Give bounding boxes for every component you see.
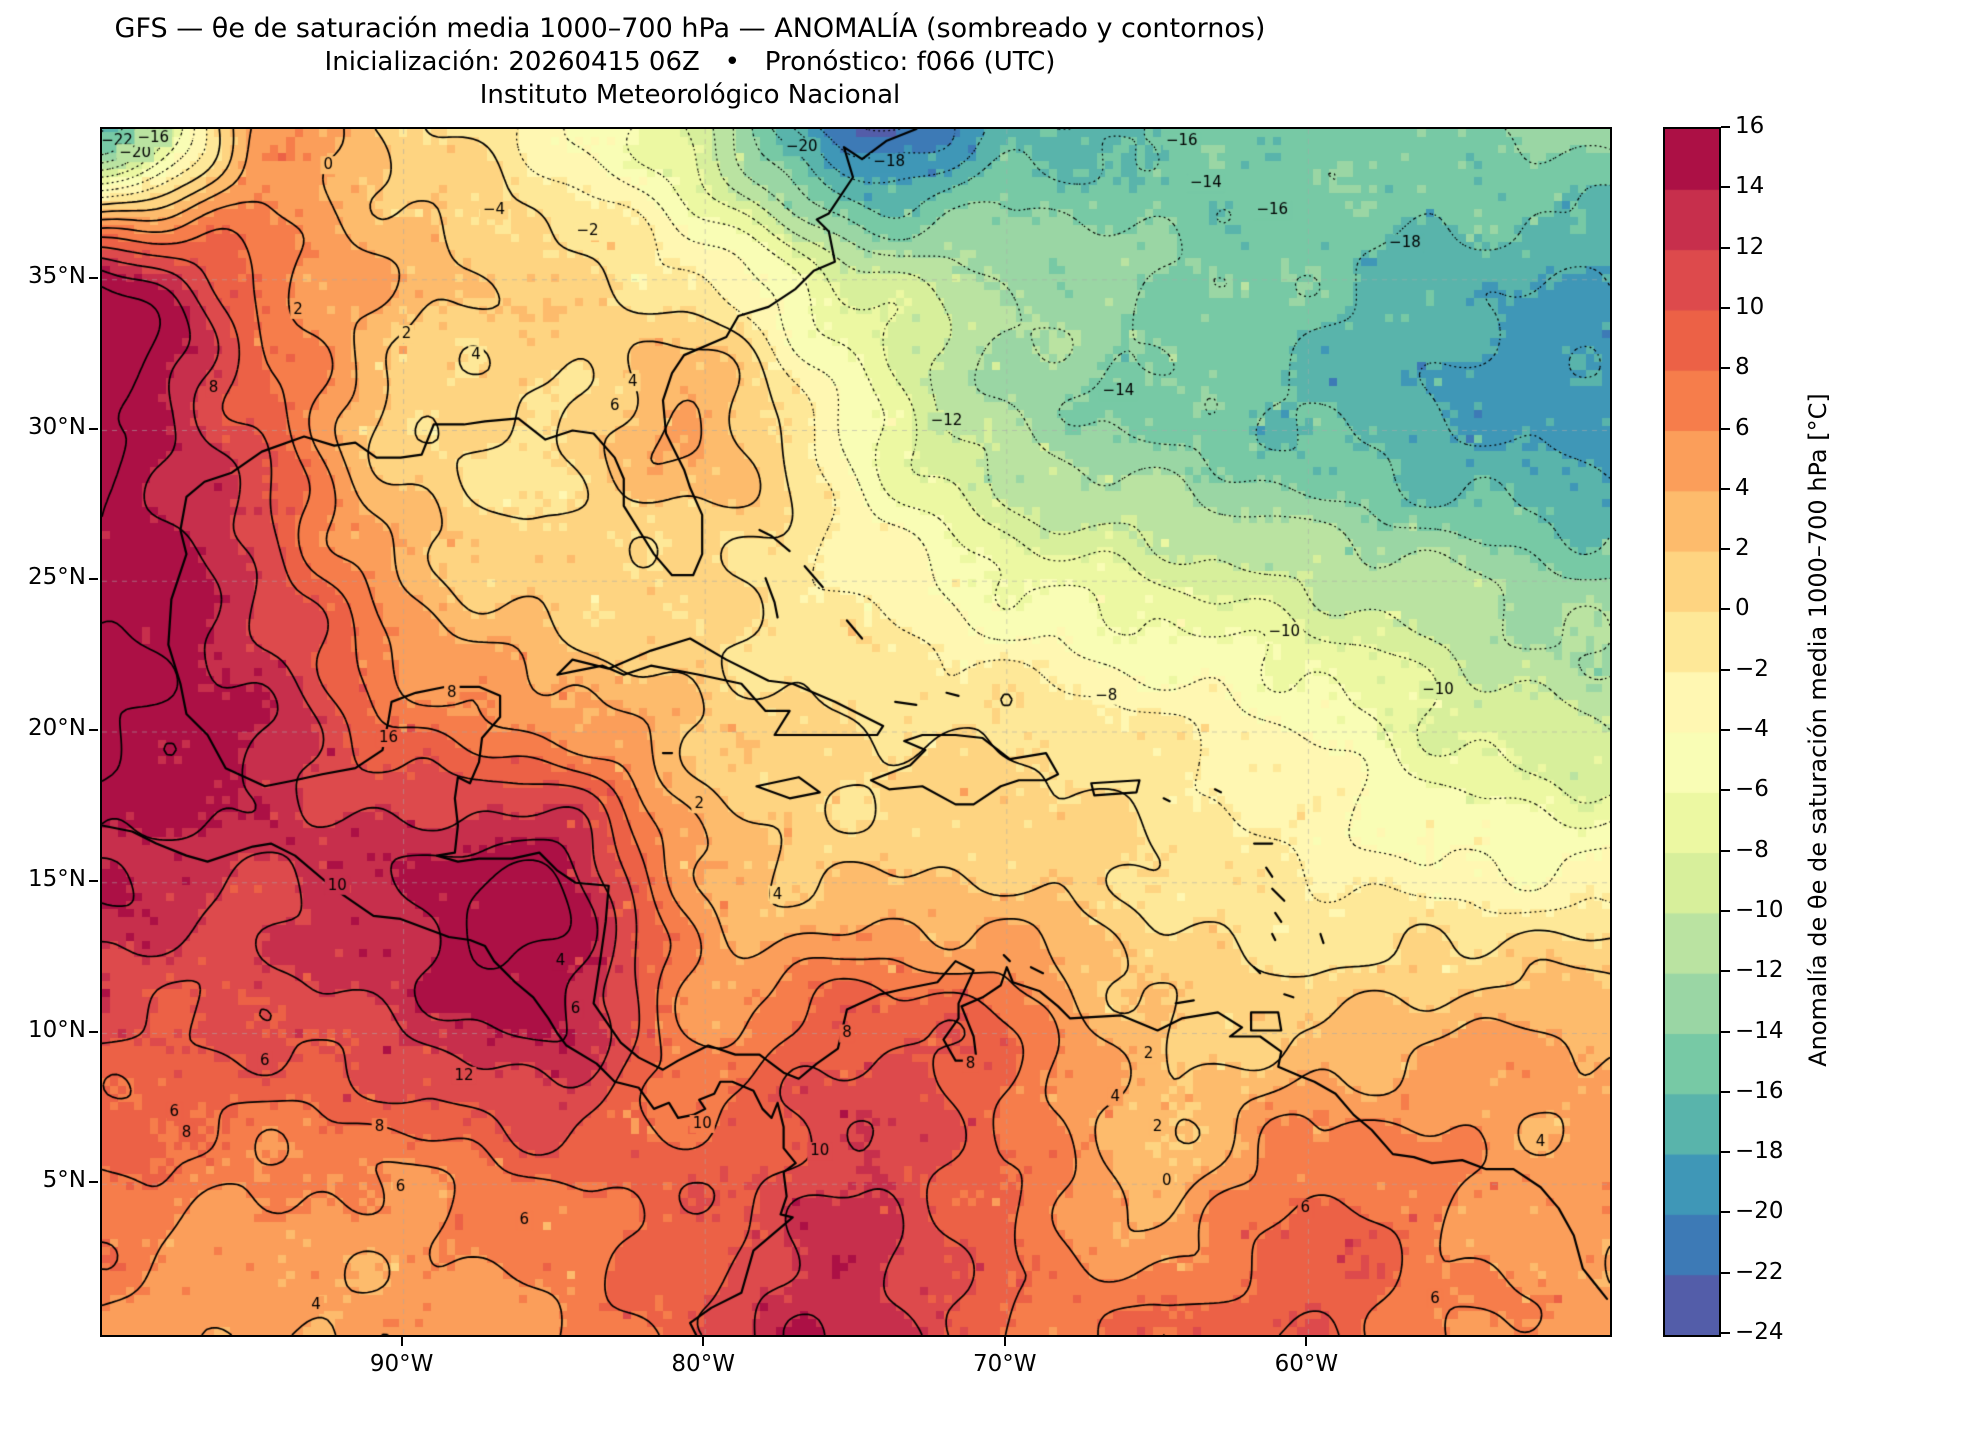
colorbar-tick-label: 14 bbox=[1735, 173, 1765, 200]
tick-mark bbox=[1721, 789, 1730, 792]
colorbar-tick-label: −20 bbox=[1735, 1198, 1784, 1225]
y-tick-label: 5°N bbox=[42, 1167, 86, 1194]
colorbar-tick-label: −2 bbox=[1735, 655, 1769, 682]
tick-mark bbox=[1721, 246, 1730, 249]
colorbar-tick-label: 6 bbox=[1735, 414, 1750, 441]
y-tick-label: 30°N bbox=[28, 413, 86, 440]
colorbar-tick-label: 0 bbox=[1735, 595, 1750, 622]
chart-institution: Instituto Meteorológico Nacional bbox=[479, 80, 901, 110]
x-tick-label: 70°W bbox=[973, 1351, 1037, 1377]
tick-mark bbox=[1721, 729, 1730, 731]
tick-mark bbox=[1721, 608, 1730, 611]
y-tick-label: 35°N bbox=[28, 262, 86, 289]
tick-mark bbox=[1721, 1211, 1730, 1214]
colorbar bbox=[1663, 127, 1721, 1337]
tick-mark bbox=[1721, 306, 1730, 309]
colorbar-tick-label: −8 bbox=[1735, 836, 1769, 863]
colorbar-tick-label: 12 bbox=[1735, 233, 1765, 260]
tick-mark bbox=[1721, 668, 1730, 671]
map-plot-area bbox=[100, 127, 1612, 1337]
colorbar-tick-label: −14 bbox=[1735, 1017, 1784, 1044]
tick-mark bbox=[1721, 1151, 1730, 1154]
y-tick-label: 10°N bbox=[28, 1016, 86, 1043]
colorbar-tick-label: −16 bbox=[1735, 1077, 1784, 1104]
colorbar-canvas bbox=[1665, 129, 1719, 1335]
tick-mark bbox=[89, 729, 98, 731]
colorbar-tick-label: −12 bbox=[1735, 957, 1784, 984]
tick-mark bbox=[1721, 548, 1730, 551]
colorbar-tick-label: 2 bbox=[1735, 535, 1750, 562]
chart-title: GFS — θe de saturación media 1000–700 hP… bbox=[114, 13, 1266, 44]
colorbar-tick-label: −4 bbox=[1735, 716, 1769, 742]
y-tick-label: 20°N bbox=[28, 715, 86, 741]
tick-mark bbox=[89, 1030, 98, 1033]
colorbar-tick-label: −10 bbox=[1735, 896, 1784, 923]
x-tick-label: 90°W bbox=[369, 1351, 434, 1377]
tick-mark bbox=[89, 1181, 98, 1184]
tick-mark bbox=[1721, 970, 1730, 973]
colorbar-tick-label: −6 bbox=[1735, 776, 1769, 803]
tick-mark bbox=[1721, 1090, 1730, 1093]
colorbar-tick-label: −18 bbox=[1735, 1138, 1784, 1165]
chart-subtitle: Inicialización: 20260415 06Z • Pronóstic… bbox=[324, 47, 1056, 77]
tick-mark bbox=[1721, 909, 1730, 912]
colorbar-tick-label: −22 bbox=[1735, 1258, 1784, 1285]
tick-mark bbox=[89, 427, 98, 430]
colorbar-tick-label: −24 bbox=[1735, 1319, 1784, 1345]
tick-mark bbox=[1721, 427, 1730, 430]
tick-mark bbox=[1721, 186, 1730, 189]
colorbar-label: Anomalía de θe de saturación media 1000–… bbox=[1804, 393, 1832, 1067]
colorbar-tick-label: 10 bbox=[1735, 293, 1765, 320]
tick-mark bbox=[89, 276, 98, 279]
tick-mark bbox=[1305, 1337, 1308, 1346]
tick-mark bbox=[1721, 1332, 1730, 1334]
colorbar-tick-label: 4 bbox=[1735, 474, 1750, 501]
tick-mark bbox=[89, 879, 98, 882]
tick-mark bbox=[1003, 1337, 1006, 1346]
tick-mark bbox=[1721, 367, 1730, 370]
tick-mark bbox=[702, 1337, 705, 1346]
tick-mark bbox=[1721, 1271, 1730, 1274]
colorbar-tick-label: 8 bbox=[1735, 354, 1750, 381]
anomaly-map-canvas bbox=[102, 129, 1610, 1335]
x-tick-label: 80°W bbox=[671, 1351, 735, 1377]
tick-mark bbox=[1721, 1030, 1730, 1033]
tick-mark bbox=[400, 1337, 403, 1346]
x-tick-label: 60°W bbox=[1274, 1351, 1339, 1377]
tick-mark bbox=[89, 578, 98, 581]
title-block: GFS — θe de saturación media 1000–700 hP… bbox=[0, 12, 1380, 112]
tick-mark bbox=[1721, 849, 1730, 852]
y-tick-label: 15°N bbox=[28, 865, 86, 892]
colorbar-tick-label: 16 bbox=[1735, 113, 1765, 139]
tick-mark bbox=[1721, 126, 1730, 128]
y-tick-label: 25°N bbox=[28, 564, 86, 591]
tick-mark bbox=[1721, 487, 1730, 490]
